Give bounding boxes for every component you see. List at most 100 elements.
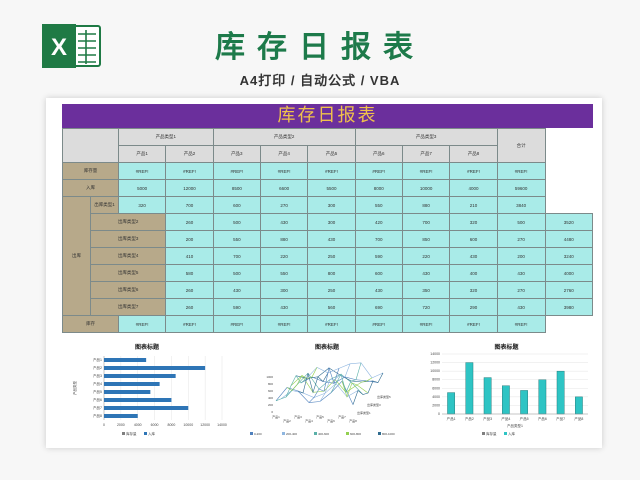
table-cell: #REF! <box>307 315 356 333</box>
y-axis-title: 产品类型 <box>72 381 77 395</box>
table-cell: 320 <box>117 196 167 214</box>
surface-line <box>285 372 364 398</box>
x-tick-label: 产品7 <box>556 416 565 421</box>
group-header: 产品类型3 <box>354 128 498 146</box>
x-tick-label: 产品2 <box>283 418 291 423</box>
x-tick-label: 产品3 <box>294 414 302 419</box>
surface-line <box>275 380 354 405</box>
legend-swatch <box>122 432 125 435</box>
surface-line <box>319 363 351 402</box>
table-cell: 580 <box>165 264 214 282</box>
table-cell: 3520 <box>544 213 594 231</box>
y-tick-label: 产品6 <box>93 397 102 402</box>
y-tick-label: 产品3 <box>93 373 102 378</box>
table-cell: 420 <box>354 213 403 231</box>
table-cell: 10000 <box>401 179 451 197</box>
table-cell: 500 <box>212 213 261 231</box>
table-cell: 700 <box>354 230 403 248</box>
table-cell: 290 <box>449 298 498 316</box>
bar <box>556 370 565 415</box>
legend-swatch <box>250 432 253 435</box>
bar <box>575 396 583 415</box>
z-tick-label: 800 <box>268 382 273 386</box>
x-tick-label: 产品1 <box>272 414 280 419</box>
table-cell: 880 <box>259 230 309 248</box>
charts-area: 图表标题 0 2000 4000 6000 8000 10000 12000 14000 产品1… <box>62 342 593 442</box>
y-tick-label: 产品4 <box>93 381 102 386</box>
x-tick-label: 0 <box>103 423 105 427</box>
surface-line <box>330 362 362 394</box>
y-tick-label: 产品8 <box>93 413 102 418</box>
x-tick-label: 产品4 <box>305 418 313 423</box>
spreadsheet-preview: 库存日报表 产品类型1 产品类型2 产品类型3 合计 产品1 产品2 产品3 产品4 产… <box>46 98 602 448</box>
depth-label: 出库类型5 <box>377 394 391 399</box>
depth-label: 出库类型3 <box>367 402 381 407</box>
product-header: 产品8 <box>449 145 498 163</box>
legend-swatch <box>482 432 485 435</box>
table-cell: 270 <box>259 196 309 214</box>
bar <box>104 358 147 362</box>
table-cell: #REF! <box>165 162 214 180</box>
product-header: 产品2 <box>165 145 214 163</box>
table-cell: 4000 <box>544 264 594 282</box>
legend-label: 600-800 <box>350 432 361 436</box>
table-cell: 300 <box>307 213 356 231</box>
x-tick-label: 产品8 <box>349 418 357 423</box>
chart-surface: 图表标题 0 200 400 600 800 1000 产品1 产品2 产品3 产品4 产品5 产品6… <box>242 342 412 442</box>
table-cell: 700 <box>165 196 214 214</box>
table-cell: 500 <box>212 264 261 282</box>
table-cell: 260 <box>165 298 214 316</box>
y-tick-label: 10000 <box>430 369 440 373</box>
table-cell: #REF! <box>117 315 167 333</box>
table-cell: #REF! <box>259 315 309 333</box>
bar <box>104 366 206 370</box>
table-cell: 3840 <box>496 196 546 214</box>
table-cell: 550 <box>259 264 309 282</box>
table-cell: 800 <box>307 264 356 282</box>
x-tick-label: 产品6 <box>538 416 547 421</box>
table-cell: 430 <box>259 298 309 316</box>
table-cell: 590 <box>212 298 261 316</box>
x-axis-title: 产品类型1 <box>507 423 523 428</box>
table-cell: 3980 <box>544 298 594 316</box>
row-label: 出库类型1 <box>90 196 119 214</box>
bar <box>483 377 492 415</box>
table-cell: 550 <box>212 230 261 248</box>
table-cell: 5000 <box>117 179 167 197</box>
table-cell: #REF! <box>354 162 403 180</box>
y-tick-label: 产品7 <box>93 405 102 410</box>
z-tick-label: 200 <box>268 403 273 407</box>
table-cell: 720 <box>401 298 451 316</box>
bar <box>538 379 547 415</box>
product-header: 产品1 <box>117 145 167 163</box>
z-tick-label: 600 <box>268 389 273 393</box>
row-label: 库存 <box>62 315 119 333</box>
surface-line <box>308 366 340 403</box>
surface-line <box>297 372 329 394</box>
table-cell: 260 <box>165 213 214 231</box>
surface-line <box>290 375 369 394</box>
x-tick-label: 产品8 <box>574 416 583 421</box>
bar <box>104 414 138 418</box>
bar <box>104 382 160 386</box>
table-cell: 8000 <box>354 179 403 197</box>
table-cell: 700 <box>212 247 261 265</box>
table-cell: 5500 <box>307 179 356 197</box>
row-label: 出库类型4 <box>89 247 167 265</box>
table-row: 出库类型2 260 500 430 300 420 700 320 500 3520 <box>63 213 594 231</box>
table-cell: #REF! <box>212 315 261 333</box>
legend-label: 400-600 <box>318 432 329 436</box>
x-tick-label: 产品1 <box>447 416 456 421</box>
table-row: 库存 #REF! #REF! #REF! #REF! #REF! #REF! #REF! #RE… <box>62 315 593 333</box>
sheet-banner: 库存日报表 <box>62 104 593 128</box>
y-tick-label: 2000 <box>432 403 440 407</box>
table-cell: #REF! <box>496 162 546 180</box>
table-cell: 59600 <box>496 179 546 197</box>
bar <box>447 392 455 415</box>
table-cell: 500 <box>496 213 546 231</box>
table-cell: 430 <box>307 230 356 248</box>
page-title: 库存日报表 <box>215 30 425 65</box>
table-cell: 430 <box>212 281 261 299</box>
product-header: 产品6 <box>354 145 403 163</box>
table-row: 出库类型3 200 550 880 430 700 850 600 270 4480 <box>63 230 594 248</box>
